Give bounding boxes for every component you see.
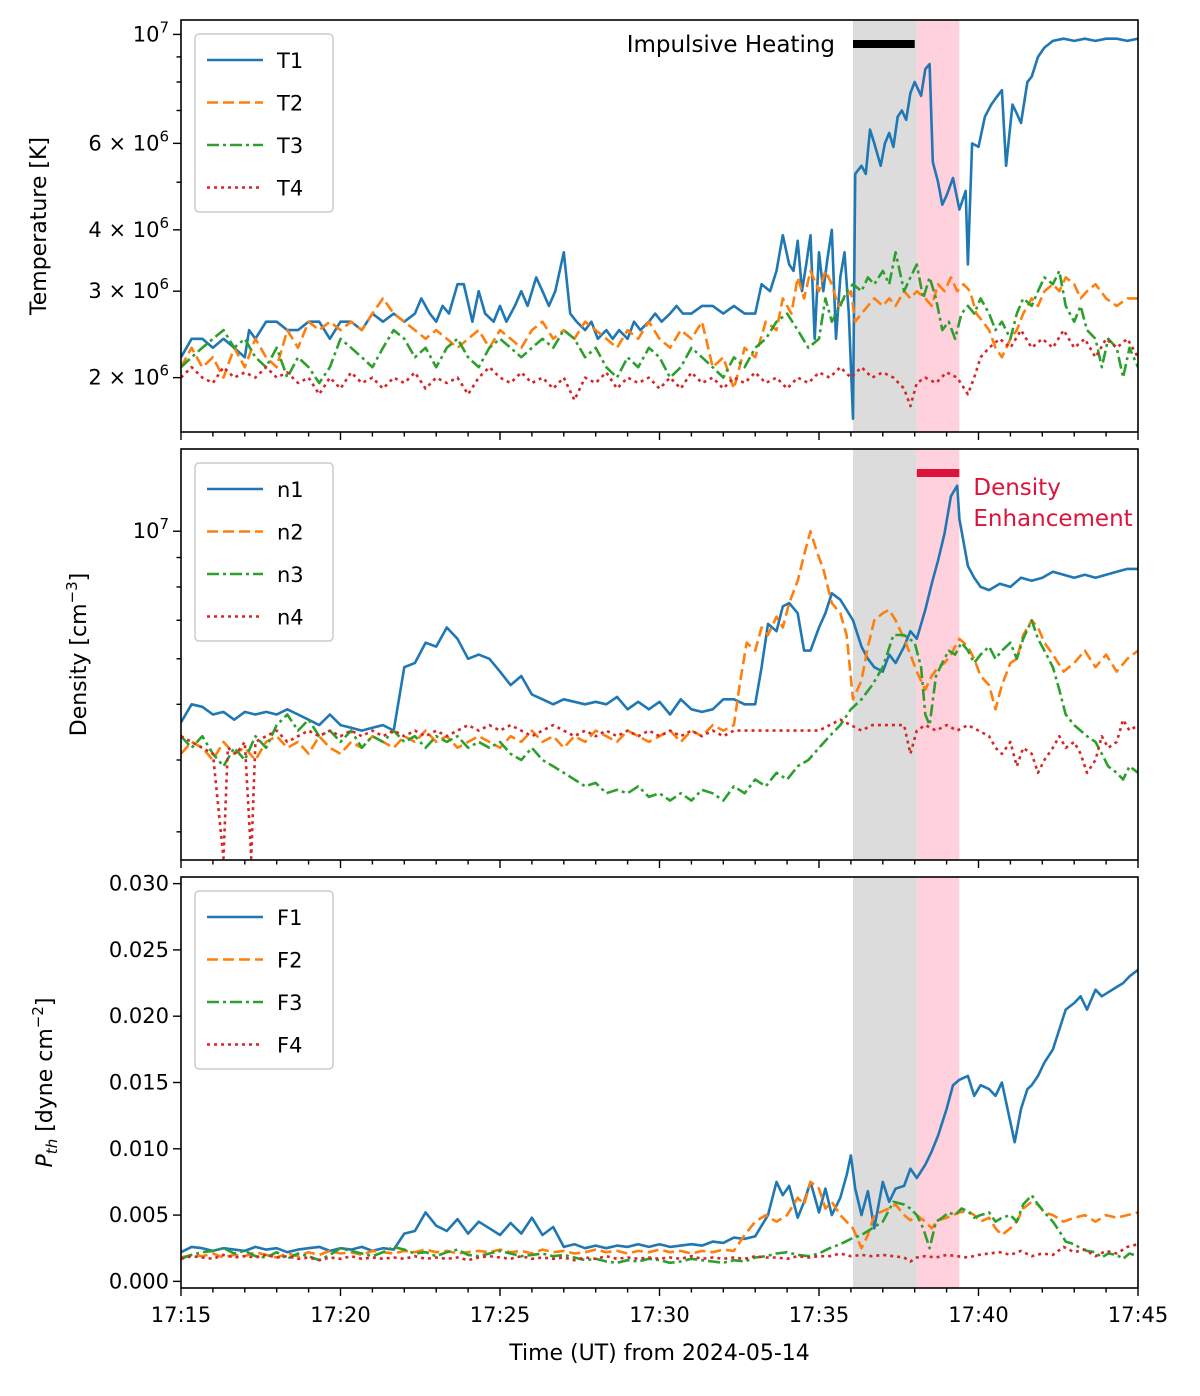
series-line-T1 [181,37,1138,420]
legend-box [194,462,334,642]
x-axis-label: Time (UT) from 2024-05-14 [508,1341,810,1366]
y-tick-label: 4 × 106 [88,214,169,242]
y-tick-label: 0.015 [109,1071,169,1095]
legend-label-F4: F4 [277,1034,302,1058]
y-tick-label: 0.000 [109,1269,169,1293]
series-line-n1 [181,484,1138,732]
y-tick-label: 0.030 [109,872,169,896]
series-line-T3 [181,251,1138,385]
y-tick-label: 3 × 106 [88,275,169,303]
series-line-F4 [181,1242,1138,1263]
legend-box [194,33,334,213]
x-tick-label: 17:25 [470,1303,531,1327]
legend: n1 n2 n3 n4 [194,462,334,642]
x-tick-label: 17:45 [1108,1303,1169,1327]
legend-label-F3: F3 [277,991,302,1015]
impulsive-heating-region [853,20,917,432]
y-tick-label: 107 [133,18,169,46]
y-tick-label: 0.020 [109,1004,169,1028]
y-tick-label: 0.005 [109,1203,169,1227]
panel-temperature: 2 × 106 3 × 106 4 × 106 6 × 106 107 Temperatu… [27,18,1139,440]
series-line-n3 [181,619,1138,802]
panel-pressure: 0.000 0.005 0.010 0.015 0.020 0.025 0.030 Pth [… [29,872,1139,1296]
legend-label-T2: T2 [276,92,303,116]
impulsive-heating-region [853,449,917,860]
legend-label-T1: T1 [276,49,303,73]
series-line-F1 [181,968,1138,1254]
x-tick-label: 17:40 [948,1303,1009,1327]
panel-density: 107 Density [cm−3] n1 n2 n3 n4 Density Enhancem… [63,448,1139,868]
y-tick-label: 0.010 [109,1137,169,1161]
legend: F1 F2 F3 F4 [194,890,334,1070]
axes-frame [180,19,1139,433]
y-axis-label: Pth [dyne cm−2] [29,998,61,1168]
y-tick-label: 0.025 [109,938,169,962]
legend-label-T3: T3 [276,134,303,158]
legend-label-n2: n2 [277,521,304,545]
series-line-T2 [181,269,1138,390]
y-axis-label: Temperature [K] [27,137,52,316]
legend-box [194,890,334,1070]
annotation-text: Enhancement [973,506,1132,532]
legend-label-T4: T4 [276,177,303,201]
series-line-F2 [181,1180,1138,1259]
legend-label-F2: F2 [277,949,302,973]
axes-frame [180,448,1139,861]
legend-label-n3: n3 [277,563,304,587]
y-tick-label: 2 × 106 [88,362,169,390]
annotation-text: Impulsive Heating [627,32,835,58]
impulsive-heating-region [853,877,917,1288]
y-tick-label: 107 [133,515,169,543]
legend-label-n1: n1 [277,478,304,502]
series-line-n2 [181,529,1138,762]
axes-frame [180,876,1139,1289]
density-enhancement-region [916,20,960,432]
annotation-text: Density [973,475,1060,501]
legend-label-n4: n4 [277,606,304,630]
x-tick-label: 17:35 [789,1303,850,1327]
y-axis-label: Density [cm−3] [63,573,92,736]
y-tick-label: 6 × 106 [88,127,169,155]
x-tick-label: 17:15 [151,1303,212,1327]
x-tick-label: 17:20 [310,1303,371,1327]
legend: T1 T2 T3 T4 [194,33,334,213]
x-tick-label: 17:30 [629,1303,690,1327]
legend-label-F1: F1 [277,906,302,930]
series-line-F3 [181,1193,1138,1265]
